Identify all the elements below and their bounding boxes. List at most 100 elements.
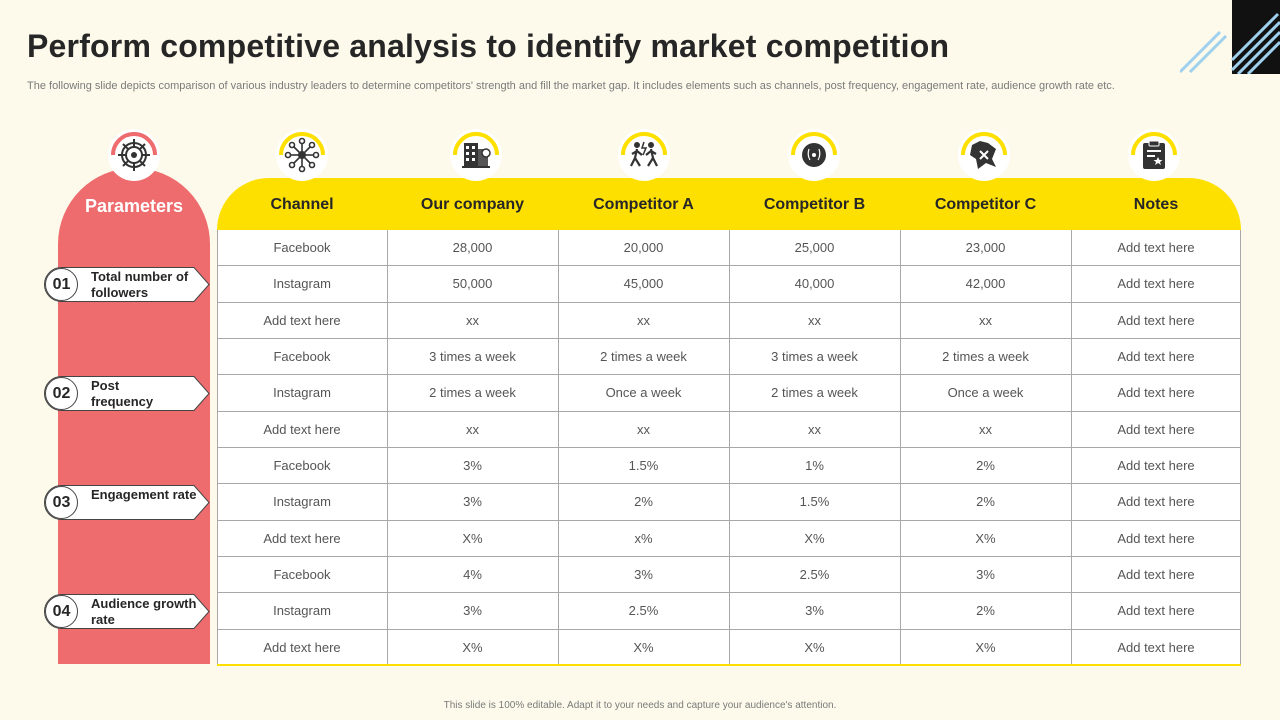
table-cell: Once a week xyxy=(947,385,1024,401)
table-cell: 3 times a week xyxy=(771,348,858,364)
table-cell: 2% xyxy=(976,603,995,619)
table-cell: Add text here xyxy=(1117,348,1195,364)
table-row: Instagram 50,000 45,000 40,000 42,000 Add tex… xyxy=(217,266,1241,303)
parameter-label: Post frequency xyxy=(91,378,154,409)
parameter-item-01: 01 Total number of followers xyxy=(44,267,210,302)
table-row: Facebook 28,000 20,000 25,000 23,000 Add text… xyxy=(217,230,1241,267)
table-row: Add text here X% x% X% X% Add text here xyxy=(217,520,1241,557)
parameters-title: Parameters xyxy=(84,196,184,216)
table-header-background xyxy=(217,178,1241,230)
table-cell: x% xyxy=(634,530,653,546)
table-cell: X% xyxy=(975,639,996,655)
parameter-item-02: 02 Post frequency xyxy=(44,376,210,411)
table-cell: 2% xyxy=(976,494,995,510)
table-cell: Add text here xyxy=(1117,421,1195,437)
table-cell: X% xyxy=(633,639,654,655)
table-cell: Add text here xyxy=(1117,566,1195,582)
table-row: Add text here X% X% X% X% Add text here xyxy=(217,629,1241,666)
column-header-notes: Notes xyxy=(1133,196,1179,213)
table-cell: 3% xyxy=(463,494,482,510)
table-cell: Add text here xyxy=(1117,457,1195,473)
table-cell: 3% xyxy=(634,566,653,582)
table-cell: 1% xyxy=(805,457,824,473)
table-cell: Add text here xyxy=(1117,312,1195,328)
table-cell: 42,000 xyxy=(965,276,1006,292)
parameter-number: 03 xyxy=(52,494,71,511)
table-cell: Add text here xyxy=(1117,385,1195,401)
table-cell: 2 times a week xyxy=(771,385,858,401)
table-cell: Add text here xyxy=(1117,530,1195,546)
table-cell: xx xyxy=(637,421,650,437)
table-cell: 3% xyxy=(976,566,995,582)
table-cell: Add text here xyxy=(1117,276,1195,292)
table-cell: Add text here xyxy=(263,639,341,655)
table-cell: xx xyxy=(466,421,479,437)
table-row: Instagram 2 times a week Once a week 2 time… xyxy=(217,375,1241,412)
table-row: Facebook 4% 3% 2.5% 3% Add text here xyxy=(217,556,1241,594)
table-cell: Instagram xyxy=(273,276,331,292)
table-cell: X% xyxy=(804,530,825,546)
table-cell: xx xyxy=(466,312,479,328)
table-cell: 1.5% xyxy=(628,457,659,473)
table-cell: Facebook xyxy=(273,566,331,582)
table-cell: Facebook xyxy=(273,240,331,255)
table-row: Instagram 3% 2% 1.5% 2% Add text here xyxy=(217,484,1241,521)
parameter-number: 04 xyxy=(52,603,71,620)
column-header-competitor-a: Competitor A xyxy=(593,196,694,213)
column-header-channel: Channel xyxy=(270,196,334,213)
parameter-label: Total number of followers xyxy=(91,269,189,300)
table-cell: 3% xyxy=(463,457,482,473)
table-cell: X% xyxy=(975,530,996,546)
table-cell: 40,000 xyxy=(794,276,835,292)
parameter-number: 01 xyxy=(52,276,71,293)
parameters-panel xyxy=(58,168,210,664)
table-cell: Add text here xyxy=(1117,240,1195,255)
table-cell: 25,000 xyxy=(794,240,835,255)
column-header-competitor-c: Competitor C xyxy=(934,196,1037,213)
parameter-item-03: 03 Engagement rate xyxy=(44,485,210,520)
table-cell: Add text here xyxy=(1117,639,1195,655)
table-cell: Facebook xyxy=(273,457,331,473)
table-row: Instagram 3% 2.5% 3% 2% Add text here xyxy=(217,593,1241,630)
table-cell: Instagram xyxy=(273,385,331,401)
clipboard-icon xyxy=(1128,129,1180,181)
page-title: Perform competitive analysis to identify… xyxy=(27,28,950,64)
chess-icon xyxy=(958,129,1010,181)
table-cell: 23,000 xyxy=(965,240,1006,255)
table-cell: Once a week xyxy=(605,385,682,401)
table-cell: 45,000 xyxy=(623,276,664,292)
competitors-icon xyxy=(618,129,670,181)
table-cell: Add text here xyxy=(263,312,341,328)
table-cell: Add text here xyxy=(1117,603,1195,619)
parameter-item-04: 04 Audience growth rate xyxy=(44,594,210,629)
table-cell: 28,000 xyxy=(452,240,493,255)
gear-network-icon xyxy=(108,129,160,181)
table-cell: 3% xyxy=(463,603,482,619)
table-cell: X% xyxy=(462,639,483,655)
table-cell: Instagram xyxy=(273,494,331,510)
parameter-number: 02 xyxy=(52,385,71,402)
table-row: Add text here xx xx xx xx Add text here xyxy=(217,411,1241,448)
table-cell: 4% xyxy=(463,566,482,582)
table-cell: 3 times a week xyxy=(429,348,516,364)
table-cell: Add text here xyxy=(263,421,341,437)
table-cell: X% xyxy=(462,530,483,546)
table-cell: 2.5% xyxy=(628,603,659,619)
table-cell: xx xyxy=(808,312,821,328)
table-cell: Instagram xyxy=(273,603,331,619)
table-cell: 50,000 xyxy=(452,276,493,292)
table-cell: 3% xyxy=(805,603,824,619)
table-cell: 1.5% xyxy=(799,494,830,510)
table-cell: 2 times a week xyxy=(942,348,1029,364)
table-cell: 2 times a week xyxy=(600,348,687,364)
table-row: Facebook 3% 1.5% 1% 2% Add text here xyxy=(217,447,1241,485)
buildings-icon xyxy=(450,129,502,181)
table-row: Add text here xx xx xx xx Add text here xyxy=(217,302,1241,339)
comparison-table: Facebook 28,000 20,000 25,000 23,000 Add text… xyxy=(217,230,1241,666)
table-cell: 2% xyxy=(976,457,995,473)
table-cell: Facebook xyxy=(273,348,331,364)
page-subtitle: The following slide depicts comparison o… xyxy=(27,80,1115,92)
table-cell: Add text here xyxy=(263,530,341,546)
column-header-our-company: Our company xyxy=(420,196,525,213)
table-cell: 2.5% xyxy=(799,566,830,582)
